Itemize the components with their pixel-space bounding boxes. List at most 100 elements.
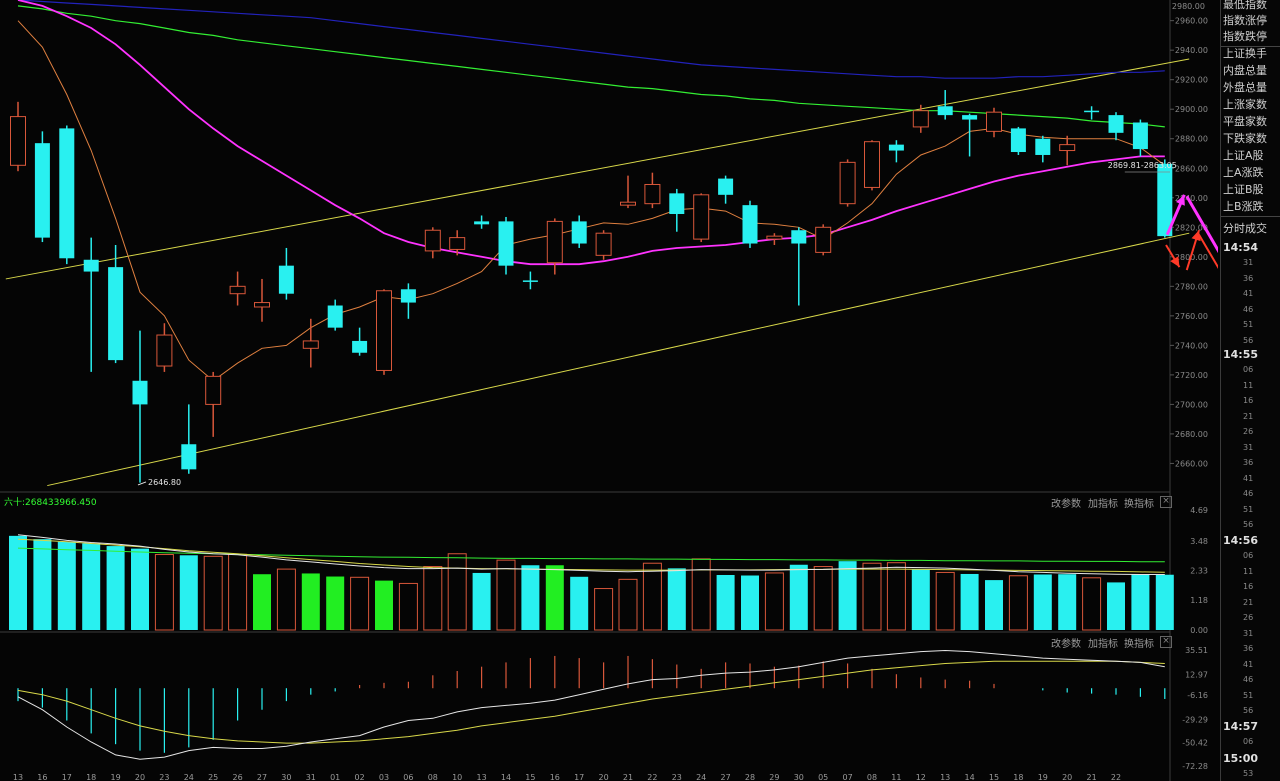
candle-body[interactable] (498, 221, 514, 266)
candle-body[interactable] (522, 280, 538, 282)
volume-bar[interactable] (131, 548, 149, 630)
candle-body[interactable] (815, 226, 832, 253)
volume-bar[interactable] (253, 574, 271, 630)
volume-swap-indicator-button[interactable]: 换指标 (1124, 499, 1154, 510)
volume-add-indicator-button[interactable]: 加指标 (1088, 499, 1118, 510)
candle-body[interactable] (205, 375, 222, 405)
candle-body[interactable] (34, 143, 50, 238)
candle-body[interactable] (376, 290, 392, 371)
candle-body[interactable] (1132, 122, 1148, 150)
candle-body[interactable] (546, 220, 563, 264)
volume-bar[interactable] (350, 576, 370, 631)
volume-bar[interactable] (154, 554, 174, 631)
volume-bar[interactable] (691, 558, 711, 631)
volume-bar[interactable] (789, 564, 808, 630)
kline-chart[interactable]: 2980.00 2960.00 2940.00 2920.00 2900.00 2880.… (0, 0, 1218, 781)
volume-bar[interactable] (33, 539, 52, 630)
volume-bar[interactable] (301, 573, 320, 630)
candle-body[interactable] (1084, 110, 1100, 113)
candle-body[interactable] (229, 285, 246, 295)
candle-body[interactable] (644, 183, 661, 205)
candle-body[interactable] (1157, 163, 1173, 237)
volume-bar[interactable] (521, 565, 540, 630)
candle-body[interactable] (718, 178, 734, 195)
macd-swap-indicator-button[interactable]: 换指标 (1124, 639, 1154, 650)
volume-bar[interactable] (764, 572, 784, 631)
candle-body[interactable] (449, 237, 466, 250)
candle-body[interactable] (864, 141, 880, 188)
volume-bar[interactable] (813, 566, 833, 631)
candle-body[interactable] (302, 340, 319, 349)
volume-bar[interactable] (594, 588, 614, 631)
candle-body[interactable] (1108, 115, 1124, 133)
candle-body[interactable] (1035, 138, 1051, 155)
candle-body[interactable] (766, 235, 783, 240)
volume-bar[interactable] (667, 568, 686, 630)
candle-body[interactable] (108, 267, 124, 361)
volume-bar[interactable] (960, 573, 979, 630)
volume-bar[interactable] (1131, 574, 1150, 630)
volume-bar[interactable] (1082, 577, 1102, 631)
volume-bar[interactable] (935, 571, 955, 631)
volume-bar[interactable] (911, 569, 930, 630)
volume-bar[interactable] (423, 566, 443, 631)
candle-body[interactable] (278, 265, 294, 294)
volume-bar[interactable] (642, 562, 662, 631)
volume-bar[interactable] (326, 576, 345, 630)
candle-body[interactable] (962, 115, 978, 120)
candle-body[interactable] (839, 161, 856, 205)
volume-bar[interactable] (570, 576, 589, 630)
volume-bar[interactable] (375, 580, 393, 630)
candle-body[interactable] (693, 194, 710, 240)
candle-body[interactable] (669, 193, 685, 215)
candle-body[interactable] (59, 128, 75, 259)
candle-body[interactable] (986, 111, 1002, 132)
volume-bar[interactable] (179, 555, 198, 630)
candle-body[interactable] (620, 201, 636, 206)
volume-bar[interactable] (862, 562, 882, 631)
volume-bar[interactable] (1155, 574, 1174, 630)
macd-add-indicator-button[interactable]: 加指标 (1088, 639, 1118, 650)
candle-body[interactable] (132, 380, 148, 405)
candle-body[interactable] (83, 259, 99, 272)
candle-body[interactable] (888, 144, 904, 151)
volume-bar[interactable] (716, 574, 735, 630)
candle-body[interactable] (352, 340, 368, 353)
volume-bar[interactable] (741, 575, 759, 630)
candle-body[interactable] (1010, 128, 1026, 153)
volume-bar[interactable] (106, 546, 125, 630)
candle-body[interactable] (181, 444, 197, 470)
volume-bar[interactable] (1058, 574, 1077, 630)
volume-bar[interactable] (228, 553, 248, 631)
volume-bar[interactable] (838, 561, 857, 630)
macd-close-button[interactable]: × (1160, 636, 1172, 648)
candle-body[interactable] (937, 106, 953, 116)
candle-body[interactable] (327, 305, 343, 328)
volume-bar[interactable] (276, 568, 296, 631)
volume-bar[interactable] (545, 565, 564, 630)
candle-body[interactable] (791, 230, 807, 244)
candle-body[interactable] (595, 232, 612, 256)
volume-bar[interactable] (57, 541, 76, 630)
candle-body[interactable] (1059, 144, 1076, 152)
volume-bar[interactable] (886, 562, 906, 631)
volume-bar[interactable] (9, 535, 27, 630)
volume-bar[interactable] (203, 555, 223, 631)
volume-bar[interactable] (398, 582, 418, 631)
volume-bar[interactable] (82, 543, 101, 630)
candle-body[interactable] (10, 116, 26, 166)
candle-body[interactable] (742, 205, 758, 244)
volume-bar[interactable] (1008, 575, 1028, 631)
candle-body[interactable] (424, 229, 441, 252)
volume-bar[interactable] (472, 572, 491, 630)
volume-bar[interactable] (447, 553, 467, 631)
volume-close-button[interactable]: × (1160, 496, 1172, 508)
candle-body[interactable] (474, 221, 490, 225)
candle-body[interactable] (912, 110, 929, 128)
macd-change-params-button[interactable]: 改参数 (1051, 639, 1081, 650)
volume-change-params-button[interactable]: 改参数 (1051, 499, 1081, 510)
candle-body[interactable] (400, 289, 416, 303)
volume-bar[interactable] (1033, 574, 1052, 630)
volume-bar[interactable] (985, 580, 1003, 630)
volume-bar[interactable] (618, 578, 638, 631)
